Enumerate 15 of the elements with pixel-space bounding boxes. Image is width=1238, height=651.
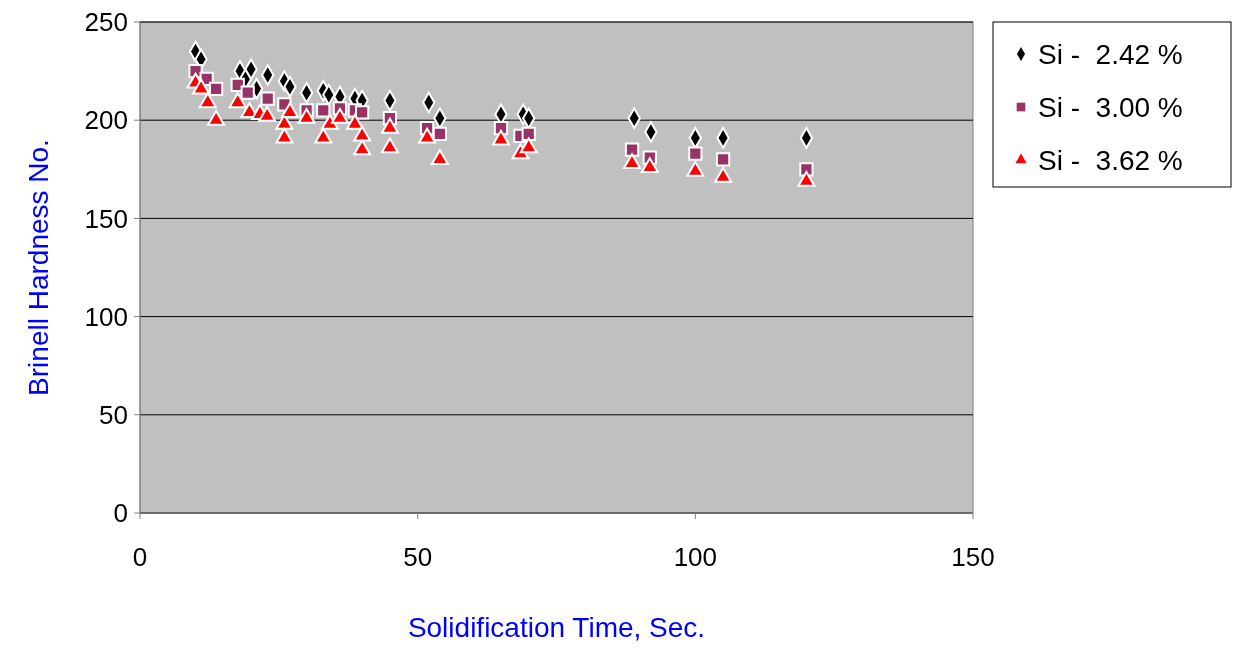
y-tick-label: 200 xyxy=(84,105,128,136)
x-tick-label: 0 xyxy=(132,542,148,572)
legend-label: Si - 2.42 % xyxy=(1038,38,1183,70)
y-tick-label: 150 xyxy=(84,203,128,234)
y-tick-label: 0 xyxy=(113,498,128,529)
x-axis-title: Solidification Time, Sec. xyxy=(407,612,706,643)
y-tick-label: 100 xyxy=(84,301,128,332)
legend-label: Si - 3.62 % xyxy=(1038,144,1183,176)
y-tick-label: 50 xyxy=(99,399,128,430)
y-axis-title: Brinell Hardness No. xyxy=(23,139,54,396)
x-tick-label: 150 xyxy=(951,542,995,572)
y-tick-label: 250 xyxy=(84,7,128,38)
x-tick-label: 100 xyxy=(673,542,718,572)
x-tick-label: 50 xyxy=(403,542,433,572)
legend-label: Si - 3.00 % xyxy=(1038,91,1183,123)
